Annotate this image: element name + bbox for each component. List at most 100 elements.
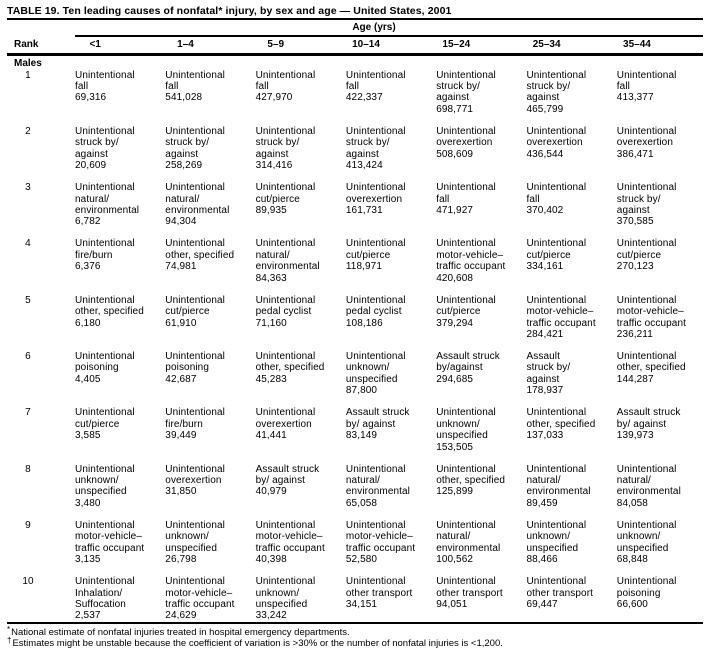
rank-cell: 4	[25, 238, 31, 250]
rank-cell: 3	[25, 182, 31, 194]
cause-cell: Unintentional cut/pierce 61,910	[165, 294, 225, 329]
cause-cell: Unintentional pedal cyclist 71,160	[255, 294, 316, 329]
footnote-dagger-text: Estimates might be unstable because the …	[12, 638, 503, 650]
column-header-age-1-4: 1–4	[177, 39, 194, 50]
cause-cell: Unintentional cut/pierce 118,971	[345, 238, 406, 273]
cause-cell: Unintentional other, specified 144,287	[616, 350, 686, 385]
age-span-label: Age (yrs)	[352, 22, 396, 33]
cause-cell: Unintentional fire/burn 6,376	[75, 238, 135, 273]
cause-cell: Unintentional poisoning 42,687	[165, 350, 225, 385]
cause-cell: Unintentional natural/ environmental 84,…	[255, 238, 320, 284]
rank-cell: 10	[22, 576, 34, 588]
rank-cell: 7	[25, 407, 31, 419]
column-header-age-10-14: 10–14	[352, 39, 380, 50]
age-span-header: Age (yrs)	[7, 20, 703, 35]
table-row: 6 Unintentional poisoning 4,405 Unintentio…	[7, 351, 709, 407]
cause-cell: Unintentional other, specified 6,180	[75, 294, 144, 329]
rule-under-header	[7, 53, 703, 56]
column-header-age-15-24: 15–24	[442, 39, 471, 50]
cause-cell: Unintentional poisoning 4,405	[75, 350, 135, 385]
cause-cell: Unintentional cut/pierce 3,585	[75, 407, 135, 442]
cause-cell: Unintentional struck by/ against 698,771	[436, 69, 496, 115]
column-header-age-25-34: 25–34	[532, 39, 561, 50]
cause-cell: Unintentional other transport 69,447	[526, 576, 594, 610]
cause-cell: Unintentional unknown/ unspecified 88,46…	[526, 519, 587, 566]
table-row: 2 Unintentional struck by/ against 20,609…	[7, 126, 709, 182]
footnotes: *National estimate of nonfatal injuries …	[7, 624, 703, 649]
cause-cell: Unintentional unknown/ unspecified 153,5…	[436, 407, 496, 453]
column-header-age-35-44: 35–44	[623, 39, 651, 50]
cause-cell: Unintentional pedal cyclist 108,186	[345, 294, 406, 329]
cause-cell: Unintentional overexertion 41,441	[255, 407, 316, 442]
cause-cell: Unintentional fall 427,970	[255, 69, 316, 104]
cause-cell: Unintentional motor-vehicle– traffic occ…	[165, 576, 235, 622]
footnote-dagger: †Estimates might be unstable because the…	[7, 636, 703, 650]
footnote-asterisk-text: National estimate of nonfatal injuries t…	[11, 627, 350, 639]
cause-cell: Assault struck by/ against 139,973	[616, 407, 681, 442]
cause-cell: Unintentional motor-vehicle– traffic occ…	[616, 294, 687, 340]
cause-cell: Unintentional other transport 34,151	[345, 576, 413, 610]
rank-cell: 8	[25, 463, 31, 475]
column-header-age-under1: <1	[89, 39, 101, 50]
cause-cell: Unintentional other, specified 125,899	[436, 463, 506, 498]
cause-cell: Unintentional unknown/ unspecified 3,480	[75, 463, 135, 509]
table-row: 5 Unintentional other, specified 6,180 Uni…	[7, 295, 709, 351]
cause-cell: Unintentional fall 541,028	[165, 69, 225, 104]
cause-cell: Unintentional unknown/ unspecified 26,79…	[165, 519, 225, 566]
rank-cell: 5	[25, 294, 31, 306]
table-row: 3 Unintentional natural/ environmental 6,…	[7, 182, 709, 238]
cause-cell: Unintentional overexertion 436,544	[526, 125, 587, 160]
rank-cell: 9	[25, 519, 31, 531]
cause-cell: Unintentional overexertion 386,471	[616, 125, 677, 160]
rank-cell: 2	[25, 125, 31, 137]
rule-under-age-span	[75, 35, 703, 37]
cause-cell: Unintentional motor-vehicle– traffic occ…	[255, 519, 325, 566]
cause-cell: Unintentional natural/ environmental 84,…	[616, 463, 681, 509]
table-row: 4 Unintentional fire/burn 6,376 Unintentio…	[7, 238, 709, 294]
table-row: 8 Unintentional unknown/ unspecified 3,48…	[7, 464, 709, 520]
column-header-rank: Rank	[14, 39, 39, 50]
cause-cell: Unintentional fall 413,377	[616, 69, 677, 104]
cause-cell: Unintentional fall 422,337	[345, 69, 406, 104]
cause-cell: Unintentional motor-vehicle– traffic occ…	[436, 238, 506, 284]
cause-cell: Unintentional other, specified 137,033	[526, 407, 596, 442]
cause-cell: Unintentional cut/pierce 334,161	[526, 238, 587, 273]
cause-cell: Unintentional fall 69,316	[75, 69, 135, 104]
cause-cell: Unintentional struck by/ against 413,424	[345, 125, 406, 172]
table-row: 7 Unintentional cut/pierce 3,585 Unintenti…	[7, 407, 709, 463]
cause-cell: Unintentional unknown/ unspecified 68,84…	[616, 519, 677, 566]
cause-cell: Unintentional overexertion 31,850	[165, 463, 225, 498]
cause-cell: Unintentional struck by/ against 20,609	[75, 125, 135, 172]
cause-cell: Unintentional natural/ environmental 94,…	[165, 182, 230, 228]
table-row: 1 Unintentional fall 69,316 Unintentional …	[7, 70, 709, 126]
cause-cell: Unintentional cut/pierce 379,294	[436, 294, 496, 329]
cause-cell: Unintentional poisoning 66,600	[616, 576, 677, 610]
cause-cell: Assault struck by/against 294,685	[436, 350, 500, 385]
cause-cell: Unintentional motor-vehicle– traffic occ…	[345, 519, 416, 566]
cause-cell: Unintentional struck by/ against 465,799	[526, 69, 587, 115]
cause-cell: Unintentional unknown/ unspecified 33,24…	[255, 576, 316, 622]
column-header-row: Rank <1 1–4 5–9 10–14 15–24 25–34 35–44	[7, 37, 709, 52]
rank-cell: 6	[25, 350, 31, 362]
section-label-males: Males	[14, 57, 42, 69]
cause-cell: Unintentional natural/ environmental 6,7…	[75, 182, 140, 228]
cause-cell: Unintentional natural/ environmental 89,…	[526, 463, 591, 509]
table-body: 1 Unintentional fall 69,316 Unintentional …	[7, 70, 703, 623]
cause-cell: Unintentional struck by/ against 258,269	[165, 125, 225, 172]
rule-above-footnotes	[7, 622, 703, 625]
asterisk-marker: *	[7, 625, 11, 635]
cause-cell: Assault struck by/ against 40,979	[255, 463, 320, 498]
cause-cell: Unintentional fall 370,402	[526, 182, 587, 216]
cause-cell: Unintentional natural/ environmental 100…	[436, 519, 501, 566]
cause-cell: Unintentional other, specified 45,283	[255, 350, 325, 385]
table-title: TABLE 19. Ten leading causes of nonfatal…	[7, 5, 452, 17]
dagger-marker: †	[7, 636, 12, 646]
cause-cell: Unintentional motor-vehicle– traffic occ…	[75, 519, 145, 566]
cause-cell: Unintentional cut/pierce 270,123	[616, 238, 677, 273]
cause-cell: Unintentional other, specified 74,981	[165, 238, 235, 273]
cause-cell: Assault struck by/ against 178,937	[526, 350, 571, 397]
rank-cell: 1	[25, 69, 31, 81]
cause-cell: Unintentional overexertion 161,731	[345, 182, 406, 216]
column-header-age-5-9: 5–9	[267, 39, 285, 50]
